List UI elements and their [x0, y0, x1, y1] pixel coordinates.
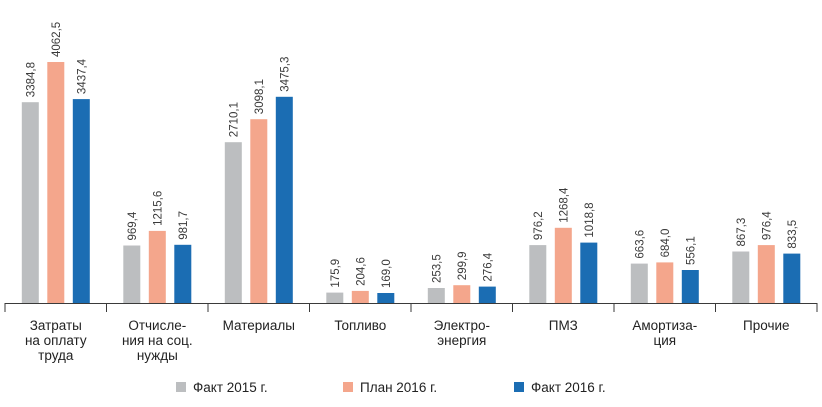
bar-value-label: 4062,5	[51, 22, 63, 57]
bar-value-label: 3098,1	[254, 79, 266, 114]
bar	[478, 286, 496, 303]
bar	[21, 102, 39, 303]
bar-value-label: 253,5	[431, 254, 443, 283]
legend-label: Факт 2015 г.	[193, 380, 268, 395]
bar	[732, 251, 750, 303]
category-label: ПМЗ	[549, 318, 578, 333]
bar-value-label: 556,1	[685, 236, 697, 265]
bar	[224, 142, 242, 303]
bar	[377, 293, 395, 303]
value-labels-layer: 3384,8 4062,5 3437,4 969,4 1215,6 981,7 2710,1…	[25, 22, 799, 288]
bar-value-label: 204,6	[355, 257, 367, 286]
bar-value-label: 3384,8	[25, 62, 37, 97]
bar-value-label: 684,0	[660, 229, 672, 258]
bars-layer	[21, 62, 801, 303]
bar	[529, 245, 547, 303]
bar-value-label: 867,3	[736, 218, 748, 247]
bar-value-label: 969,4	[127, 211, 139, 240]
bar	[453, 285, 471, 303]
bar	[783, 253, 801, 303]
bar-value-label: 1018,8	[584, 202, 596, 237]
bar	[757, 245, 775, 303]
bar-value-label: 169,0	[381, 259, 393, 288]
bar-value-label: 1215,6	[152, 191, 164, 226]
bar-value-label: 976,2	[533, 211, 545, 240]
category-label: Отчисле-ния на соц. нужды	[122, 318, 193, 363]
legend-swatch	[176, 382, 186, 392]
bar	[326, 292, 344, 303]
bar	[681, 270, 699, 303]
bar-value-label: 833,5	[787, 220, 799, 249]
category-labels-layer: Затраты на оплату труда Отчисле-ния на соц.…	[25, 318, 790, 363]
bar	[656, 262, 674, 303]
bar	[47, 62, 65, 303]
bar-value-label: 3475,3	[279, 57, 291, 92]
legend-label: Факт 2016 г.	[531, 380, 606, 395]
bar	[123, 245, 141, 303]
bar-value-label: 976,4	[761, 211, 773, 240]
bar-value-label: 981,7	[178, 211, 190, 240]
legend: Факт 2015 г. План 2016 г. Факт 2016 г.	[176, 380, 606, 395]
bar	[72, 99, 90, 303]
bar	[427, 288, 445, 303]
bar	[148, 230, 166, 303]
bar	[250, 119, 268, 303]
category-label: Топливо	[334, 318, 386, 333]
category-label: Прочие	[743, 318, 790, 333]
category-label: Амортиза-ция	[632, 318, 697, 348]
category-label: Затраты на оплату труда	[25, 318, 87, 363]
bar	[630, 263, 648, 303]
legend-label: План 2016 г.	[360, 380, 437, 395]
bar-value-label: 3437,4	[76, 58, 88, 94]
bar	[351, 290, 369, 303]
bar-value-label: 663,6	[634, 230, 646, 259]
bar	[580, 242, 598, 303]
bar	[174, 244, 192, 303]
bar-value-label: 276,4	[482, 252, 494, 281]
legend-swatch	[343, 382, 353, 392]
category-label: Материалы	[223, 318, 295, 333]
axis-layer	[4, 303, 818, 312]
category-label: Электро-энергия	[434, 318, 490, 348]
bar	[275, 96, 293, 303]
legend-swatch	[514, 382, 524, 392]
bar-value-label: 175,9	[330, 259, 342, 288]
bar	[554, 227, 572, 303]
bar-value-label: 1268,4	[558, 187, 570, 223]
bar-value-label: 299,9	[457, 251, 469, 280]
bar-value-label: 2710,1	[228, 102, 240, 137]
